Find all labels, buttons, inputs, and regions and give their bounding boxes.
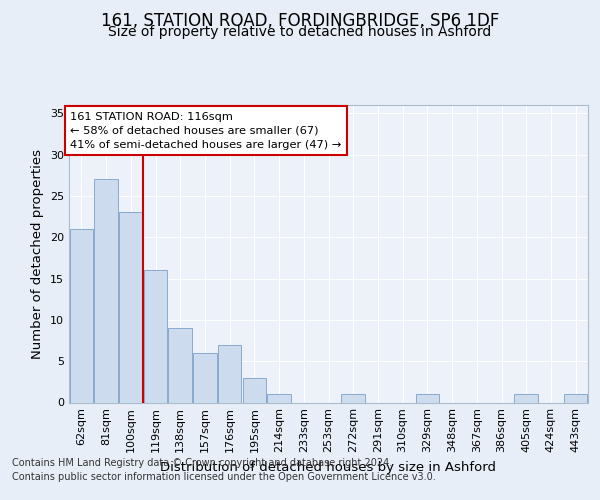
- Bar: [169, 328, 192, 402]
- Text: Size of property relative to detached houses in Ashford: Size of property relative to detached ho…: [109, 25, 491, 39]
- Bar: [242, 378, 266, 402]
- Bar: [416, 394, 439, 402]
- Bar: [218, 344, 241, 403]
- Bar: [70, 229, 93, 402]
- Bar: [193, 353, 217, 403]
- Bar: [268, 394, 291, 402]
- Bar: [341, 394, 365, 402]
- X-axis label: Distribution of detached houses by size in Ashford: Distribution of detached houses by size …: [161, 461, 497, 474]
- Text: Contains public sector information licensed under the Open Government Licence v3: Contains public sector information licen…: [12, 472, 436, 482]
- Y-axis label: Number of detached properties: Number of detached properties: [31, 149, 44, 359]
- Text: 161, STATION ROAD, FORDINGBRIDGE, SP6 1DF: 161, STATION ROAD, FORDINGBRIDGE, SP6 1D…: [101, 12, 499, 30]
- Text: Contains HM Land Registry data © Crown copyright and database right 2024.: Contains HM Land Registry data © Crown c…: [12, 458, 392, 468]
- Bar: [119, 212, 143, 402]
- Bar: [144, 270, 167, 402]
- Bar: [564, 394, 587, 402]
- Bar: [514, 394, 538, 402]
- Text: 161 STATION ROAD: 116sqm
← 58% of detached houses are smaller (67)
41% of semi-d: 161 STATION ROAD: 116sqm ← 58% of detach…: [70, 112, 341, 150]
- Bar: [94, 180, 118, 402]
